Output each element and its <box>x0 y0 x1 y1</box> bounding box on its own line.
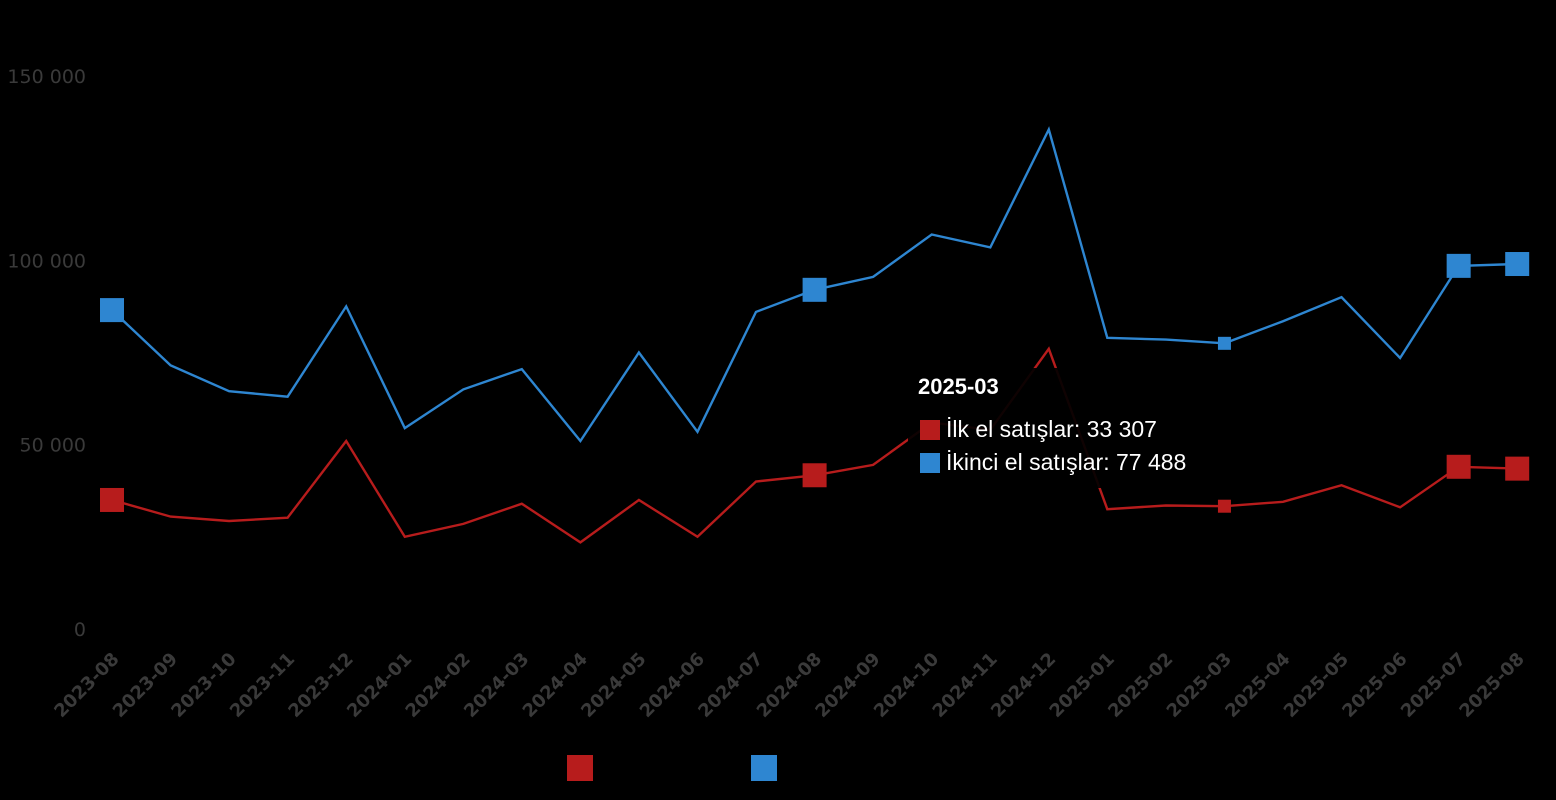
tooltip-swatch-ilk-el <box>920 420 940 440</box>
x-tick-label: 2025-08 <box>1455 649 1528 722</box>
y-tick-label: 100 000 <box>7 250 86 272</box>
data-point[interactable] <box>1505 456 1530 481</box>
data-point[interactable] <box>802 277 827 302</box>
data-point[interactable] <box>100 487 124 512</box>
series-ilk-el <box>100 346 1530 544</box>
series-layer <box>100 126 1530 544</box>
x-axis: 2023-082023-092023-102023-112023-122024-… <box>50 649 1528 722</box>
data-point[interactable] <box>1217 336 1231 350</box>
data-point[interactable] <box>1446 454 1471 479</box>
legend-swatch-ilk-el[interactable] <box>567 755 593 781</box>
tooltip-label-ilk-el: İlk el satışlar: 33 307 <box>946 416 1157 442</box>
data-point[interactable] <box>1505 252 1530 277</box>
tooltip-title: 2025-03 <box>918 374 999 399</box>
tooltip-row-ilk-el: İlk el satışlar: 33 307 <box>920 416 1157 443</box>
tooltip-swatch-ikinci-el <box>920 453 940 473</box>
tooltip-row-ikinci-el: İkinci el satışlar: 77 488 <box>920 449 1186 476</box>
legend[interactable] <box>567 755 777 781</box>
data-point[interactable] <box>802 463 827 488</box>
tooltip-label-ikinci-el: İkinci el satışlar: 77 488 <box>946 449 1187 475</box>
data-point[interactable] <box>1446 253 1471 278</box>
tooltip: 2025-03 İlk el satışlar: 33 307 İkinci e… <box>908 368 1208 488</box>
series-ikinci-el <box>100 126 1530 444</box>
data-point[interactable] <box>100 298 124 323</box>
data-point[interactable] <box>1217 499 1231 513</box>
legend-swatch-ikinci-el[interactable] <box>751 755 777 781</box>
series-line <box>111 346 1518 544</box>
y-tick-label: 150 000 <box>7 66 86 88</box>
y-tick-label: 0 <box>74 619 86 641</box>
y-tick-label: 50 000 <box>20 435 86 457</box>
y-axis: 0 50 000 100 000 150 000 <box>7 66 86 641</box>
